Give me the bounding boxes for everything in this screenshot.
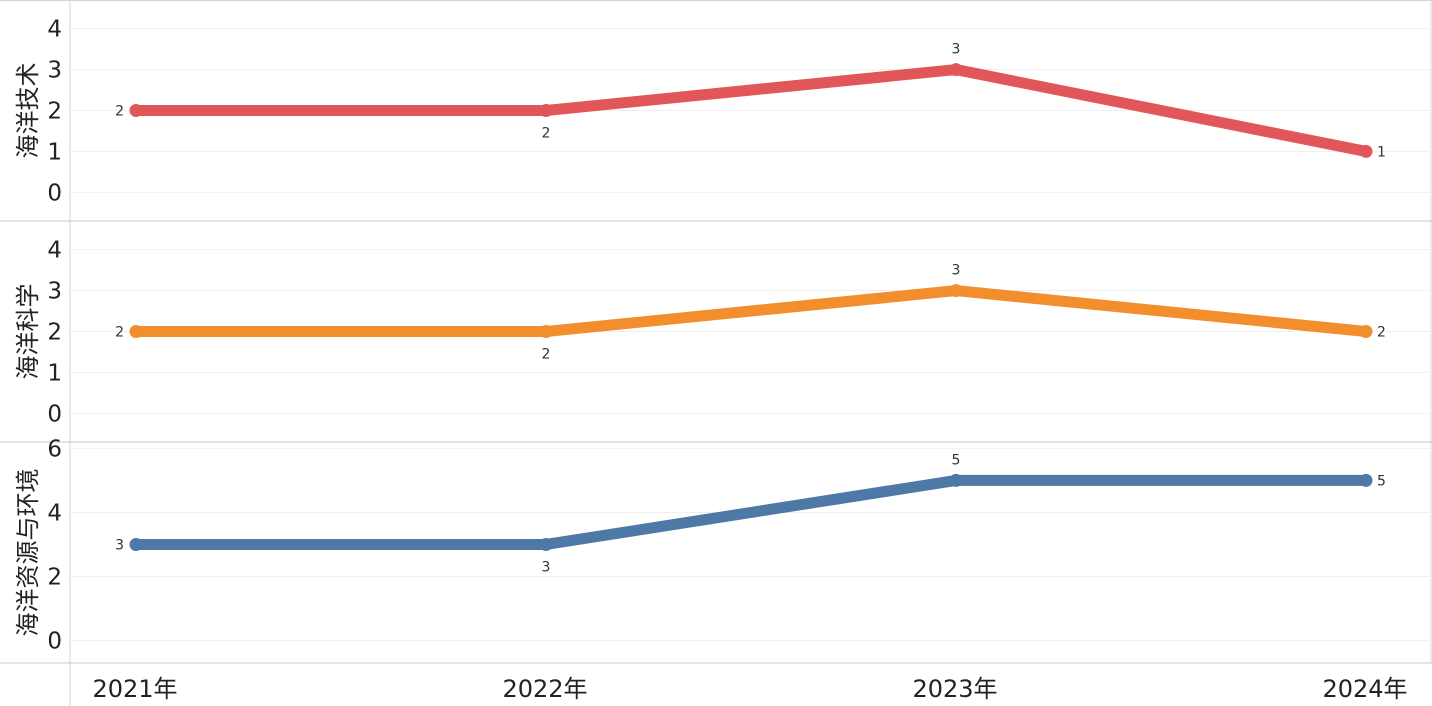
y-tick-label: 2: [47, 565, 62, 591]
data-label: 2: [542, 347, 551, 363]
data-label: 3: [952, 42, 961, 58]
series-line: [130, 474, 1372, 550]
y-tick-label: 1: [47, 360, 62, 386]
x-tick-label: 2022年: [502, 675, 587, 703]
data-label: 1: [1377, 144, 1386, 160]
data-point: [949, 473, 963, 487]
x-tick-label: 2023年: [912, 675, 997, 703]
data-point: [1359, 473, 1373, 487]
y-tick-label: 2: [47, 320, 62, 346]
data-point: [1359, 144, 1373, 158]
data-label: 2: [115, 104, 124, 120]
y-tick-label: 1: [47, 139, 62, 165]
data-point: [539, 537, 553, 551]
data-label: 2: [542, 126, 551, 142]
series-line: [130, 285, 1372, 337]
x-tick-label: 2021年: [92, 675, 177, 703]
y-tick-label: 4: [47, 500, 62, 526]
y-tick-label: 0: [47, 180, 62, 206]
y-axis-label: 海洋资源与环境: [14, 469, 42, 637]
data-point: [129, 104, 143, 117]
y-tick-label: 2: [47, 99, 62, 125]
data-point: [539, 325, 553, 338]
x-axis: 2021年 2022年 2023年 2024年: [92, 675, 1407, 703]
y-axis-label: 海洋技术: [14, 63, 42, 159]
data-point: [949, 63, 963, 77]
data-label: 3: [115, 537, 124, 553]
series-line: [130, 64, 1372, 157]
y-tick-label: 4: [47, 238, 62, 264]
data-point: [129, 325, 143, 338]
y-tick-label: 0: [47, 401, 62, 427]
y-tick-label: 3: [47, 58, 62, 84]
data-label: 5: [1377, 473, 1386, 489]
data-point: [539, 104, 553, 117]
data-point: [129, 537, 143, 551]
data-label: 3: [952, 263, 961, 279]
data-label: 2: [1377, 325, 1386, 341]
y-tick-label: 0: [47, 629, 62, 655]
data-label: 2: [115, 325, 124, 341]
y-axis-label: 海洋科学: [14, 284, 42, 380]
data-point: [1359, 325, 1373, 338]
data-label: 3: [542, 559, 551, 575]
y-tick-label: 3: [47, 279, 62, 305]
y-tick-label: 6: [47, 436, 62, 462]
data-point: [949, 284, 963, 298]
data-label: 5: [952, 452, 961, 468]
x-tick-label: 2024年: [1322, 675, 1407, 703]
y-tick-label: 4: [47, 17, 62, 43]
